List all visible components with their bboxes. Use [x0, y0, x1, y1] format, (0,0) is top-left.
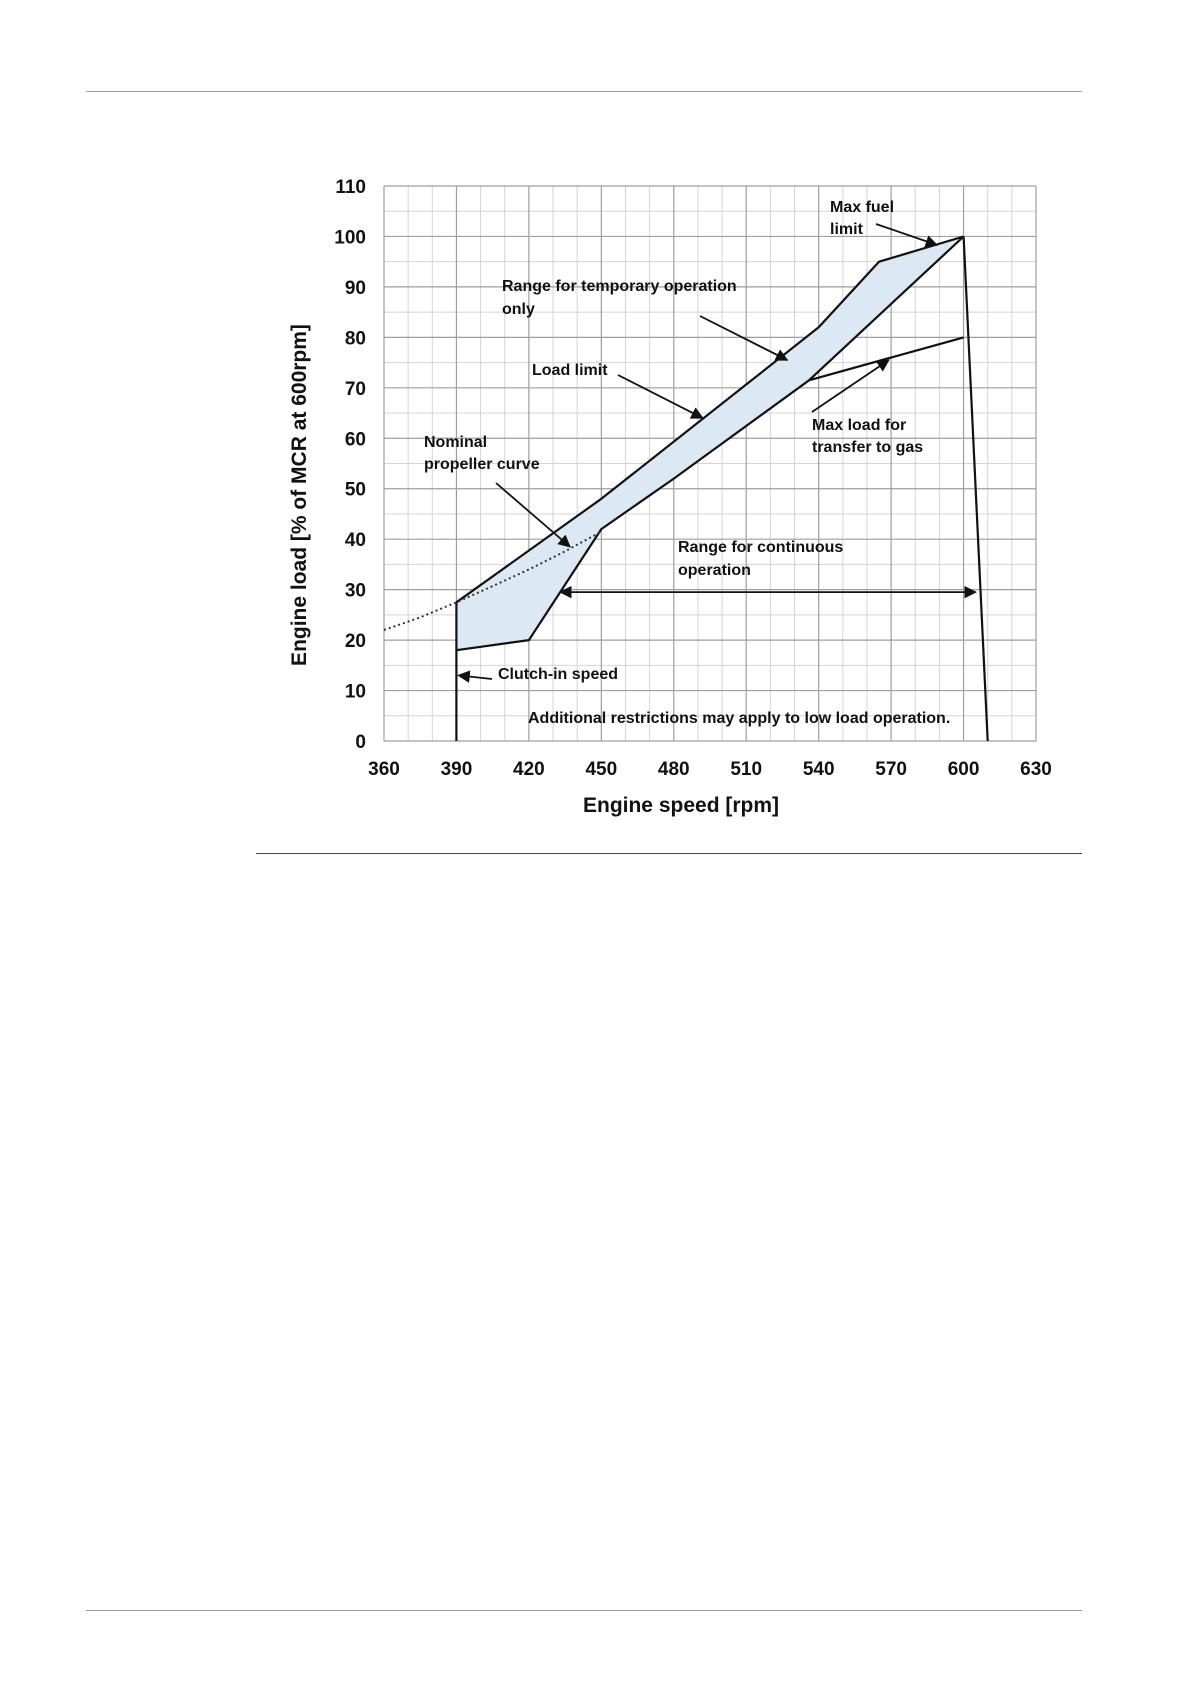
- x-tick-label: 480: [658, 759, 690, 780]
- transfer-to-gas-label-line2: transfer to gas: [812, 439, 923, 456]
- y-tick-label: 80: [345, 328, 366, 349]
- x-tick-label: 450: [585, 759, 617, 780]
- temporary-range-label-line1: Range for temporary operation: [502, 278, 737, 295]
- y-tick-label: 20: [345, 631, 366, 652]
- y-tick-label: 40: [345, 530, 366, 551]
- max-fuel-arrow: [875, 223, 939, 248]
- temporary-range-arrow: [699, 315, 789, 361]
- y-tick-label: 30: [345, 581, 366, 602]
- continuous-range-label-line1: Range for continuous: [678, 539, 843, 556]
- x-tick-label: 390: [441, 759, 473, 780]
- y-tick-label: 10: [345, 682, 366, 703]
- annotation-arrows: [457, 223, 977, 683]
- figure-bottom-rule: [256, 853, 1082, 854]
- operating-area-fill: [456, 236, 964, 651]
- load-limit-label: Load limit: [532, 362, 608, 379]
- clutch-in-speed-label: Clutch-in speed: [498, 666, 618, 683]
- lower-boundary-line: [456, 235, 965, 652]
- y-tick-label: 110: [335, 177, 366, 198]
- y-tick-label: 90: [345, 278, 366, 299]
- y-tick-label: 70: [345, 379, 366, 400]
- transfer-to-gas-line: [808, 336, 964, 382]
- x-tick-labels: 360 390 420 450 480 510 540 570 600 630: [368, 759, 1052, 780]
- y-tick-label: 0: [355, 732, 366, 753]
- y-tick-label: 50: [345, 480, 366, 501]
- max-fuel-limit-label-line1: Max fuel: [830, 199, 894, 216]
- x-tick-label: 630: [1020, 759, 1052, 780]
- max-fuel-limit-line: [962, 236, 989, 742]
- minor-grid: [384, 186, 1036, 741]
- low-load-restrictions-note: Additional restrictions may apply to low…: [528, 710, 950, 727]
- temporary-range-label-line2: only: [502, 301, 535, 318]
- engine-operating-chart: 360 390 420 450 480 510 540 570 600 630 0 10 20 30 40…: [288, 177, 1052, 817]
- nominal-propeller-label-line2: propeller curve: [424, 456, 540, 473]
- operating-range-area: [456, 236, 964, 651]
- page-bottom-rule: [86, 1610, 1082, 1611]
- nominal-propeller-arrow: [495, 482, 571, 548]
- continuous-range-label-line2: operation: [678, 562, 751, 579]
- clutch-in-arrow: [457, 670, 493, 683]
- transfer-to-gas-arrow: [811, 359, 890, 413]
- y-tick-labels: 0 10 20 30 40 50 60 70 80 90 100 110: [334, 177, 366, 753]
- transfer-to-gas-label-line1: Max load for: [812, 417, 906, 434]
- y-axis-title: Engine load [% of MCR at 600rpm]: [288, 324, 311, 666]
- nominal-propeller-label-line1: Nominal: [424, 434, 487, 451]
- x-axis-title: Engine speed [rpm]: [583, 794, 779, 817]
- x-tick-label: 510: [730, 759, 762, 780]
- x-tick-label: 360: [368, 759, 400, 780]
- y-tick-label: 60: [345, 429, 366, 450]
- load-limit-arrow: [617, 374, 704, 419]
- x-tick-label: 570: [875, 759, 907, 780]
- y-tick-label: 100: [334, 227, 366, 248]
- x-tick-label: 420: [513, 759, 545, 780]
- x-tick-label: 600: [948, 759, 980, 780]
- max-fuel-limit-label-line2: limit: [830, 221, 864, 238]
- page-top-rule: [86, 91, 1082, 92]
- x-tick-label: 540: [803, 759, 835, 780]
